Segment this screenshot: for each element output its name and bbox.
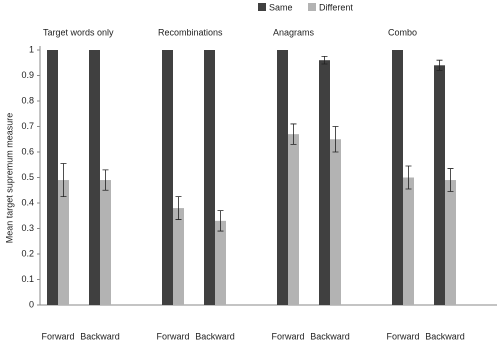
y-tick-label: 0.9 xyxy=(21,70,34,80)
x-tick-label: Backward xyxy=(425,331,465,341)
bar xyxy=(392,50,403,305)
bar xyxy=(434,65,445,305)
bar xyxy=(47,50,58,305)
y-tick-label: 0.5 xyxy=(21,172,34,182)
y-tick-label: 0 xyxy=(29,299,34,309)
x-tick-label: Forward xyxy=(271,331,304,341)
x-tick-label: Backward xyxy=(310,331,350,341)
bar xyxy=(288,134,299,305)
error-bar xyxy=(332,126,339,153)
group-label: Combo xyxy=(388,27,417,37)
y-tick-label: 0.1 xyxy=(21,274,34,284)
legend-label: Different xyxy=(319,2,353,12)
legend-swatch xyxy=(308,3,316,11)
bar xyxy=(204,50,215,305)
x-tick-label: Forward xyxy=(156,331,189,341)
bar xyxy=(89,50,100,305)
bar xyxy=(277,50,288,305)
y-tick-label: 0.6 xyxy=(21,146,34,156)
bar xyxy=(330,139,341,305)
error-bar xyxy=(436,59,443,71)
y-tick-label: 0.8 xyxy=(21,95,34,105)
error-bar xyxy=(447,168,454,192)
legend-swatch xyxy=(258,3,266,11)
error-bar xyxy=(290,123,297,145)
bar xyxy=(100,180,111,305)
error-bar xyxy=(102,169,109,191)
y-tick-label: 1 xyxy=(29,44,34,54)
group-label: Recombinations xyxy=(158,27,223,37)
group-label: Anagrams xyxy=(273,27,315,37)
bar xyxy=(445,180,456,305)
bar xyxy=(162,50,173,305)
error-bar xyxy=(405,165,412,190)
y-tick-label: 0.7 xyxy=(21,121,34,131)
error-bar xyxy=(175,196,182,220)
bar xyxy=(58,180,69,305)
y-tick-label: 0.2 xyxy=(21,248,34,258)
y-tick-label: 0.4 xyxy=(21,197,34,207)
y-tick-label: 0.3 xyxy=(21,223,34,233)
error-bar xyxy=(60,163,67,198)
bar xyxy=(319,60,330,306)
x-tick-label: Forward xyxy=(386,331,419,341)
x-tick-label: Backward xyxy=(195,331,235,341)
legend-label: Same xyxy=(269,2,293,12)
y-axis-label: Mean target supremum measure xyxy=(4,113,14,244)
x-tick-label: Forward xyxy=(41,331,74,341)
bar xyxy=(173,208,184,305)
x-tick-label: Backward xyxy=(80,331,120,341)
error-bar xyxy=(217,210,224,232)
group-label: Target words only xyxy=(43,27,114,37)
bar xyxy=(403,177,414,305)
error-bar xyxy=(321,55,328,65)
bar xyxy=(215,220,226,305)
